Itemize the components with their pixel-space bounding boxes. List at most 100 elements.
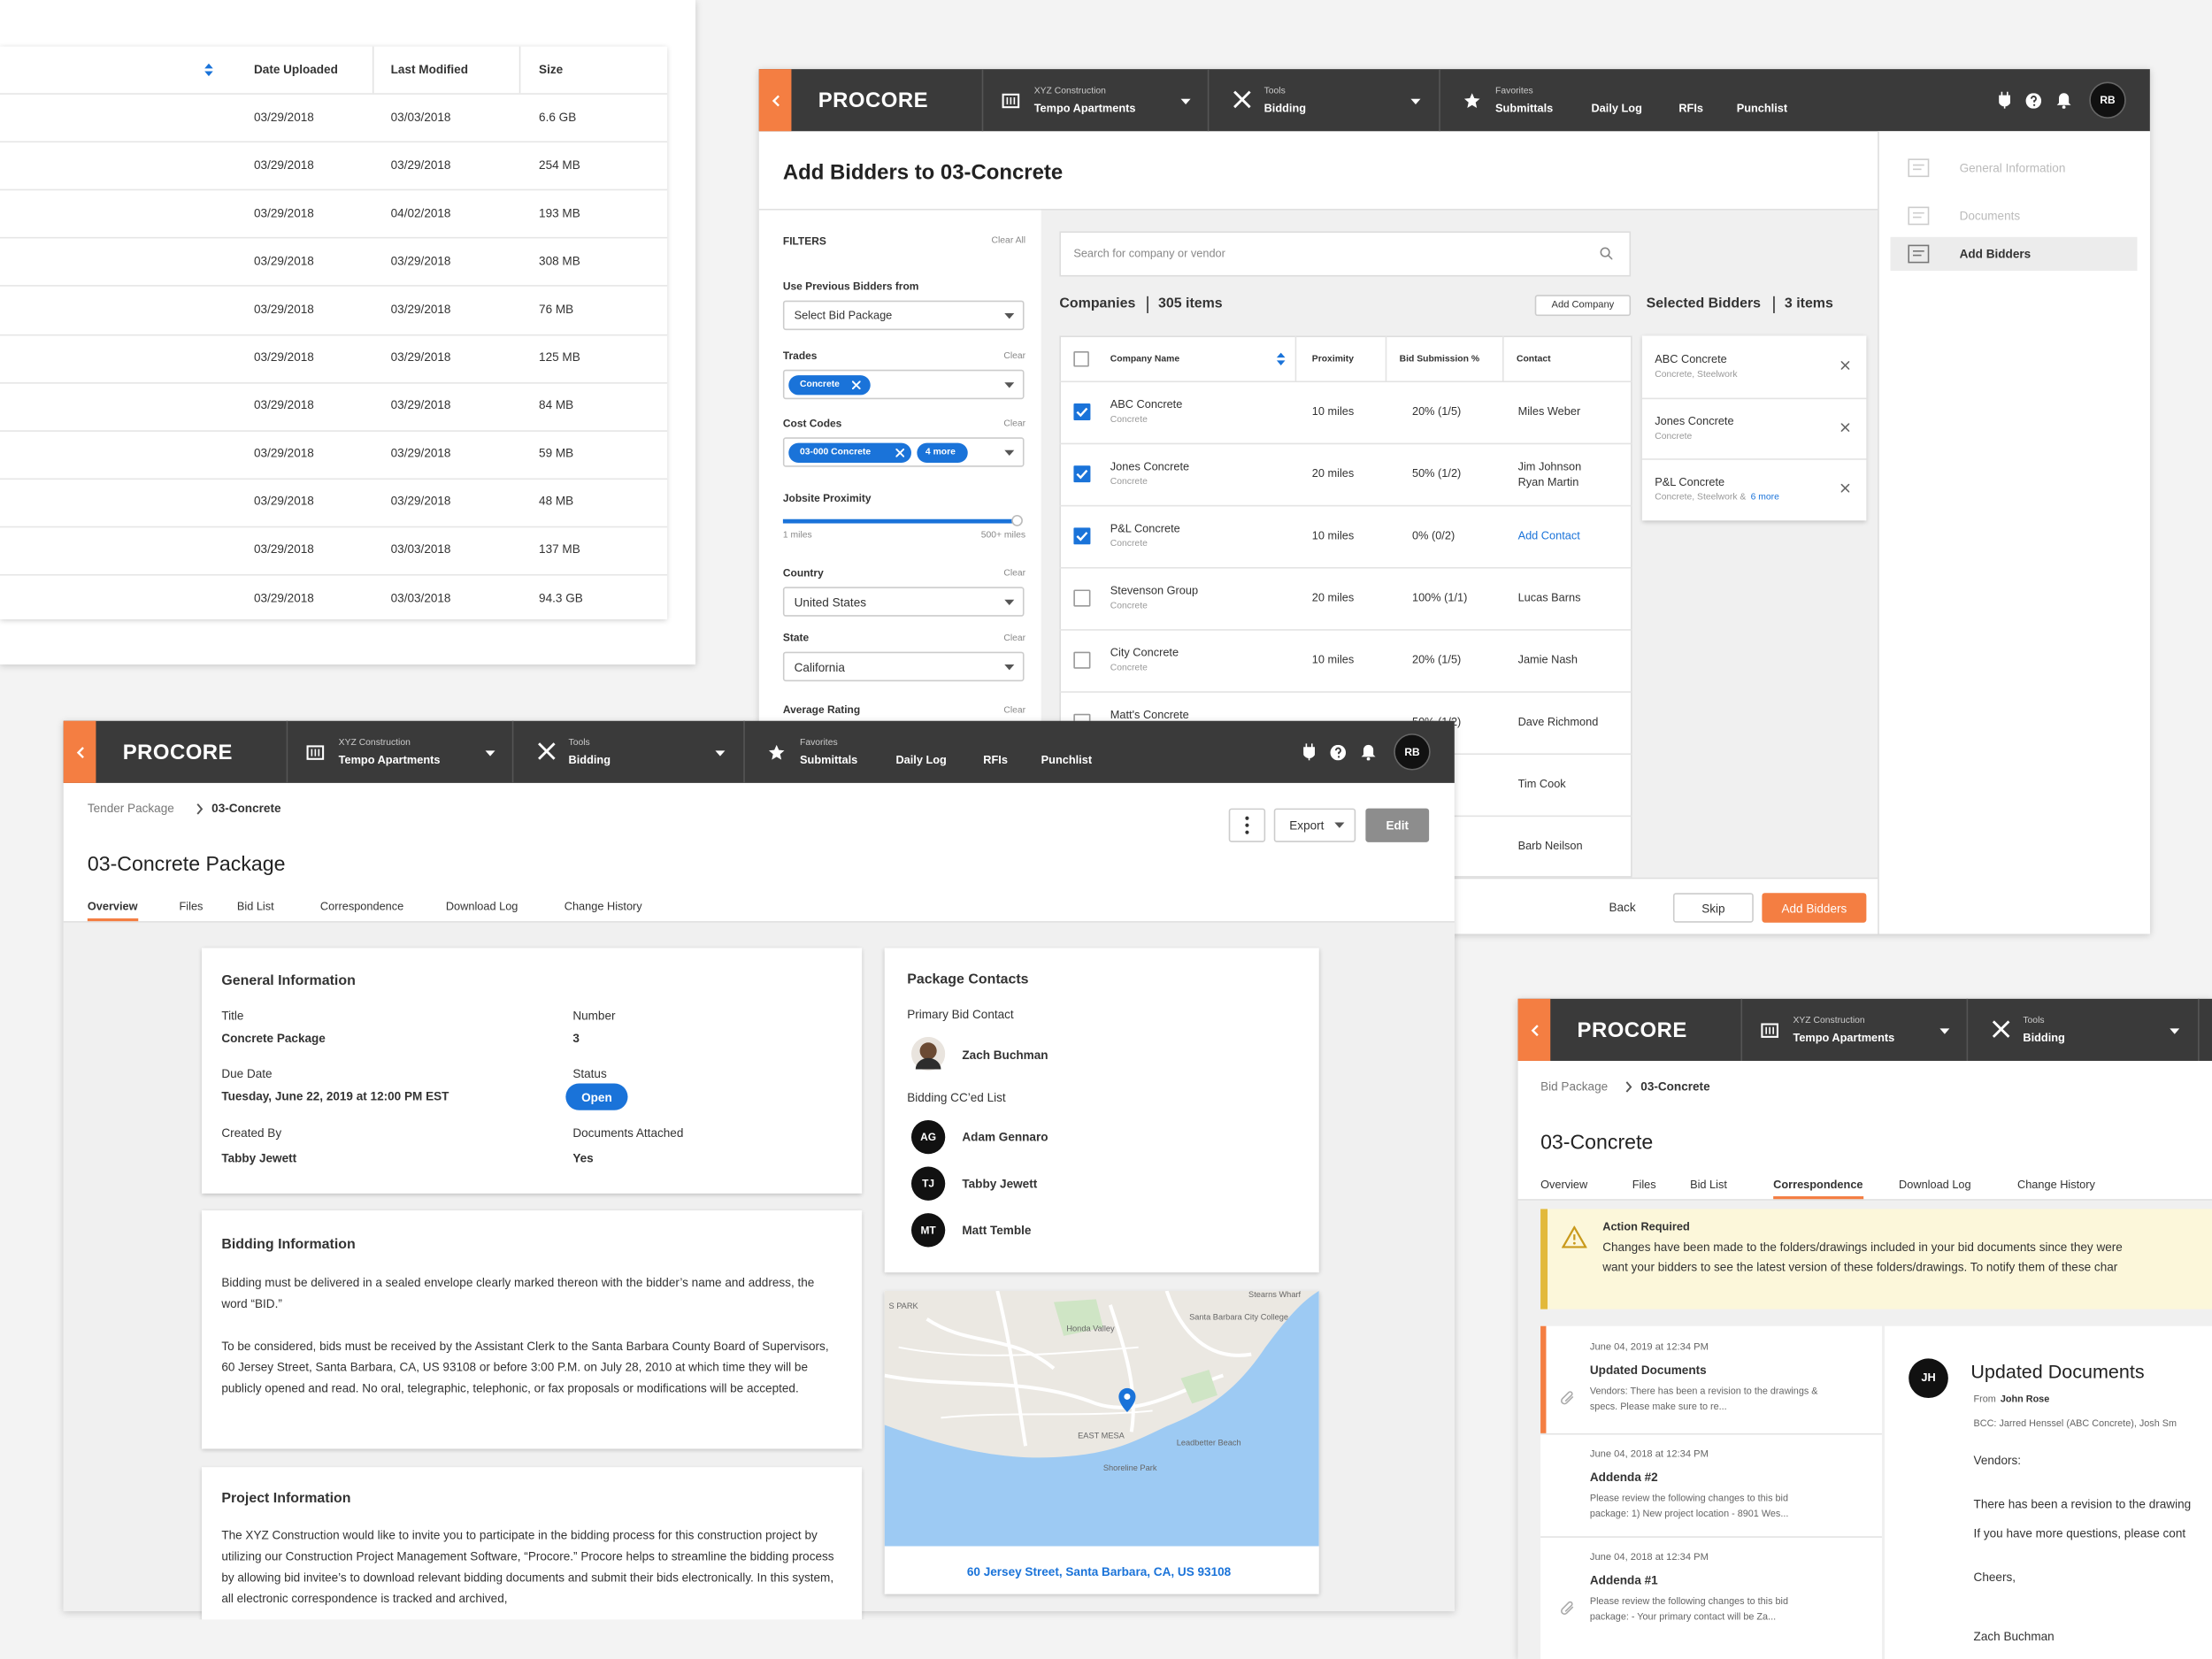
table-cell: 193 MB <box>539 205 580 220</box>
checkbox-checked[interactable] <box>1073 403 1091 421</box>
tab[interactable]: Overview <box>87 900 138 913</box>
nav-divider <box>1439 69 1440 132</box>
tab[interactable]: Download Log <box>1899 1178 1971 1191</box>
tab[interactable]: Bid List <box>1690 1178 1727 1191</box>
tool-name[interactable]: Bidding <box>568 753 611 767</box>
message-item[interactable] <box>1540 1432 1882 1540</box>
detail-body: Zach Buchman <box>1973 1629 2055 1644</box>
field-label: Title <box>221 1008 244 1023</box>
icon-shape <box>1531 1025 1539 1037</box>
tab[interactable]: Files <box>1632 1178 1656 1191</box>
select-box[interactable] <box>782 587 1025 617</box>
clear-link[interactable]: Clear <box>1003 568 1026 579</box>
icon <box>1245 816 1249 834</box>
icon <box>1004 449 1015 456</box>
icon-shape <box>538 742 556 760</box>
tab[interactable]: Change History <box>564 900 642 913</box>
avatar[interactable] <box>2089 81 2126 119</box>
remove-icon[interactable] <box>1840 422 1850 432</box>
tab[interactable]: Files <box>179 900 204 913</box>
step[interactable]: General Information <box>1959 160 2066 175</box>
favorite-link[interactable]: Daily Log <box>895 753 947 767</box>
tab[interactable]: Change History <box>2016 1178 2095 1191</box>
checkbox[interactable] <box>1073 589 1091 607</box>
project-name[interactable]: Tempo Apartments <box>1033 102 1136 115</box>
message-item[interactable] <box>1540 1536 1882 1659</box>
filter-label: Trades <box>782 349 818 362</box>
icon <box>1840 361 1850 370</box>
project-name[interactable]: Tempo Apartments <box>1793 1031 1895 1045</box>
favorite-link[interactable]: Submittals <box>1495 102 1554 115</box>
clear-link[interactable]: Clear <box>1003 634 1026 644</box>
search-box[interactable] <box>1059 231 1632 277</box>
card-heading: General Information <box>221 973 356 989</box>
remove-icon[interactable] <box>1840 484 1850 494</box>
tab[interactable]: Correspondence <box>319 900 404 913</box>
map-label: EAST MESA <box>1078 1432 1125 1441</box>
clear-link[interactable]: Clear <box>1003 351 1026 362</box>
chip-remove[interactable] <box>895 449 905 457</box>
table-cell: 03/29/2018 <box>253 109 314 124</box>
table-cell: 03/29/2018 <box>253 445 314 460</box>
clear-link[interactable]: Clear <box>1003 705 1026 716</box>
sort-icon[interactable] <box>1276 352 1286 365</box>
tool-name[interactable]: Bidding <box>1263 102 1307 115</box>
clear-link[interactable]: Clear <box>1003 419 1026 429</box>
checkbox[interactable] <box>1073 651 1091 669</box>
icon <box>1999 91 2011 109</box>
plug-icon[interactable] <box>1999 91 2011 109</box>
back-button[interactable]: Back <box>1609 900 1636 915</box>
map-address[interactable]: 60 Jersey Street, Santa Barbara, CA, US … <box>966 1564 1232 1578</box>
tool-name[interactable]: Bidding <box>2023 1031 2065 1045</box>
help-icon[interactable] <box>1330 744 1347 761</box>
button[interactable] <box>1273 808 1356 842</box>
more-link[interactable]: 6 more <box>1750 493 1779 503</box>
icon <box>1334 822 1345 828</box>
row-divider <box>1059 691 1632 693</box>
plug-icon[interactable] <box>1303 743 1315 761</box>
tab[interactable]: Bid List <box>236 900 274 913</box>
primary-button[interactable] <box>1762 893 1867 923</box>
button[interactable] <box>1365 808 1430 842</box>
button[interactable] <box>1672 893 1754 923</box>
icon <box>1004 312 1015 319</box>
favorite-link[interactable]: Punchlist <box>1736 102 1788 115</box>
column-divider <box>1502 335 1504 381</box>
avatar[interactable] <box>1394 733 1431 771</box>
breadcrumb[interactable]: Bid Package <box>1540 1079 1609 1094</box>
bell-icon[interactable] <box>1361 743 1376 761</box>
help-icon[interactable] <box>2025 93 2042 109</box>
favorite-link[interactable]: Daily Log <box>1591 102 1642 115</box>
checkbox-checked[interactable] <box>1073 465 1091 483</box>
checkbox[interactable] <box>1073 351 1089 367</box>
slider-knob[interactable] <box>1011 514 1023 526</box>
clear-all[interactable]: Clear All <box>991 235 1026 246</box>
remove-icon[interactable] <box>1840 361 1850 370</box>
column-header: Last Modified <box>390 62 468 76</box>
add-contact-link[interactable]: Add Contact <box>1517 529 1580 542</box>
bell-icon[interactable] <box>2056 92 2071 109</box>
favorite-link[interactable]: RFIs <box>983 753 1008 767</box>
checkbox-checked[interactable] <box>1073 527 1091 545</box>
favorite-link[interactable]: Punchlist <box>1041 753 1093 767</box>
icon <box>895 449 905 457</box>
select-box[interactable] <box>782 300 1025 331</box>
chip-remove[interactable] <box>852 380 861 390</box>
favorite-link[interactable]: RFIs <box>1678 102 1703 115</box>
breadcrumb[interactable]: Tender Package <box>87 801 174 816</box>
project-name[interactable]: Tempo Apartments <box>338 753 441 767</box>
step[interactable]: Documents <box>1959 208 2021 223</box>
logo: PROCORE <box>122 741 233 765</box>
project-label: XYZ Construction <box>338 738 411 749</box>
icon-shape <box>1840 422 1850 432</box>
chip[interactable] <box>917 442 968 463</box>
avatar-initials: MT <box>920 1224 936 1237</box>
tab[interactable]: Overview <box>1540 1178 1588 1191</box>
icon-shape <box>311 749 320 757</box>
favorite-link[interactable]: Submittals <box>800 753 858 767</box>
tab[interactable]: Download Log <box>445 900 518 913</box>
select-box[interactable] <box>782 651 1025 682</box>
button[interactable] <box>1534 295 1632 317</box>
tab[interactable]: Correspondence <box>1773 1178 1863 1191</box>
step[interactable]: Add Bidders <box>1959 246 2032 261</box>
